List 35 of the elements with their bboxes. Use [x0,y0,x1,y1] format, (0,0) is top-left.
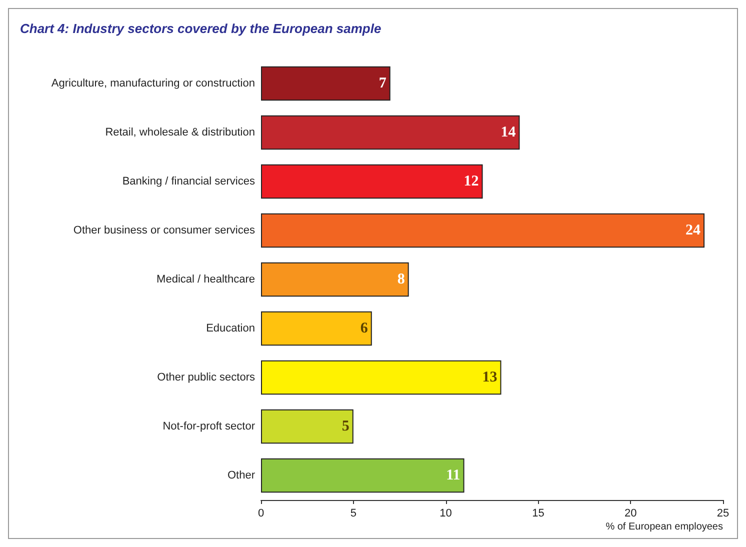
x-tick-label: 20 [624,508,637,520]
data-label: 5 [342,418,350,434]
y-tick-label: Education [206,322,255,334]
bar [261,409,354,444]
data-label: 12 [464,174,479,190]
bar [261,213,705,248]
x-tick-label: 0 [258,508,264,520]
bar [261,164,483,199]
data-label: 14 [500,124,516,140]
y-tick-label: Banking / financial services [122,176,256,188]
x-tick-label: 15 [532,508,544,520]
y-tick-label: Retail, wholesale & distribution [105,126,255,138]
y-tick-label: Other business or consumer services [73,224,256,236]
bar [261,360,502,395]
y-tick-label: Not-for-proft sector [162,420,256,432]
bar [261,311,372,346]
data-label: 8 [397,272,405,288]
data-label: 13 [482,370,498,386]
data-label: 24 [686,222,702,238]
data-label: 6 [360,320,368,336]
y-tick-label: Agriculture, manufacturing or construction [51,78,255,90]
x-tick-label: 10 [440,508,452,520]
y-tick-label: Other public sectors [157,372,256,384]
y-tick-label: Other [227,470,256,482]
bar [261,115,520,150]
chart-title: Chart 4: Industry sectors covered by the European sample [20,21,382,36]
x-tick-label: 25 [716,508,730,520]
bar [261,262,409,297]
bar [261,458,464,493]
data-label: 11 [446,468,460,484]
bar [261,66,390,101]
x-tick-label: 5 [350,508,356,520]
y-tick-label: Medical / healthcare [156,274,255,286]
x-axis-title: % of European employees [606,522,723,532]
data-label: 7 [378,76,387,92]
